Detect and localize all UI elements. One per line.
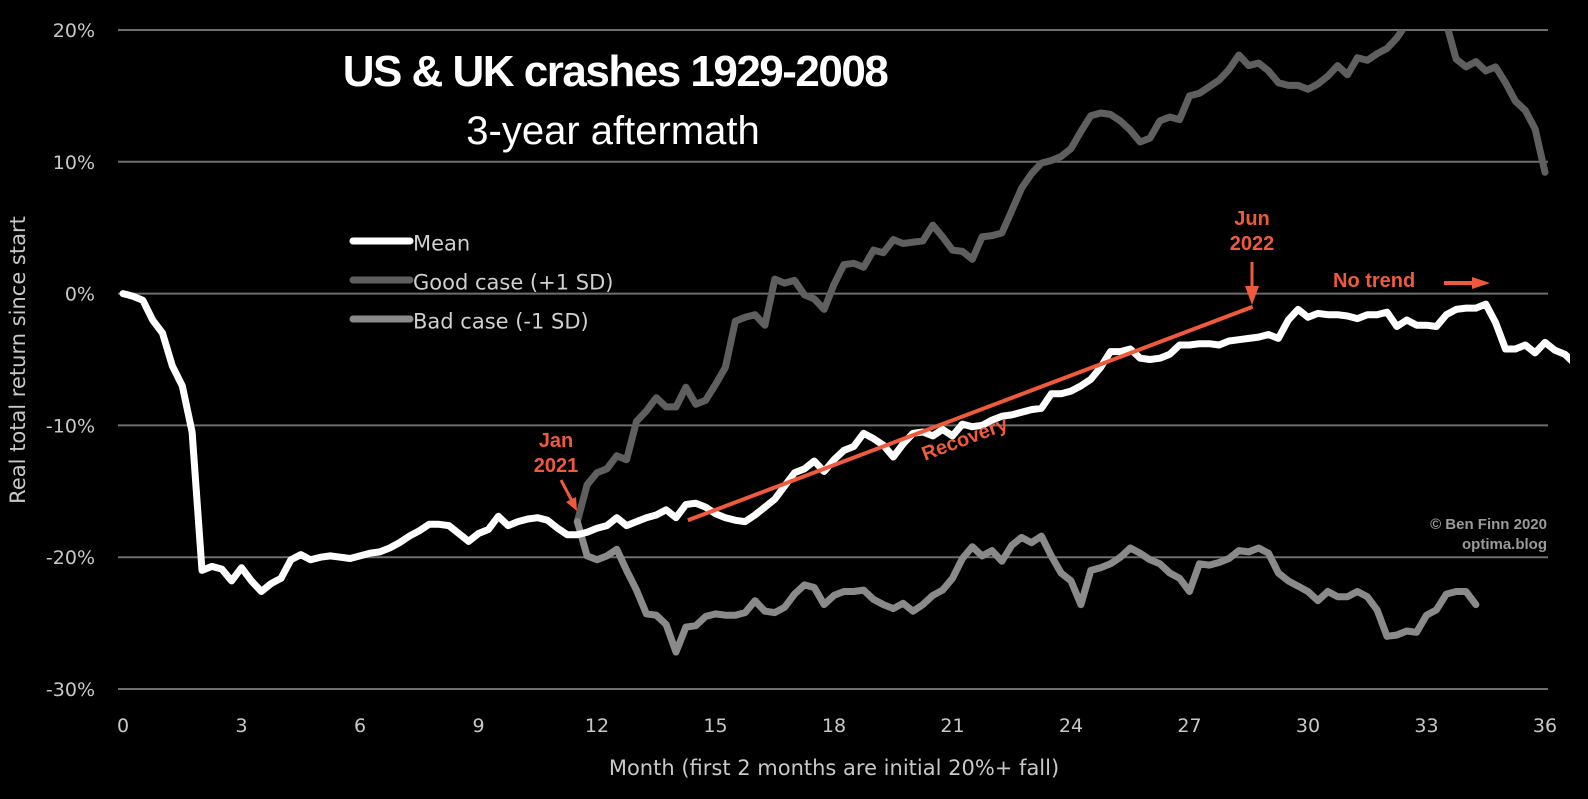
gridlines	[118, 29, 1548, 690]
y-axis-label: Real total return since start	[6, 216, 30, 504]
y-tick-label: 10%	[53, 152, 95, 174]
recovery-trend-line	[687, 304, 1254, 523]
x-tick-label: 30	[1296, 715, 1320, 737]
x-tick-label: 24	[1059, 715, 1083, 737]
no-trend-label: No trend	[1333, 270, 1415, 292]
x-tick-label: 18	[822, 715, 846, 737]
legend-label-mean: Mean	[413, 231, 470, 255]
credit-website: optima.blog	[1462, 536, 1547, 553]
x-tick-label: 9	[472, 715, 484, 737]
x-tick-label: 6	[354, 715, 366, 737]
chart-subtitle: 3-year aftermath	[466, 109, 759, 153]
x-tick-label: 0	[117, 715, 129, 737]
x-tick-label: 27	[1177, 715, 1201, 737]
jan-2021-arrow	[559, 479, 577, 511]
legend-item-bad-case: Bad case (-1 SD)	[349, 309, 589, 333]
legend: Mean Good case (+1 SD) Bad case (-1 SD)	[349, 231, 613, 333]
legend-item-good-case: Good case (+1 SD)	[349, 270, 613, 294]
recovery-label: Recovery	[919, 413, 1012, 466]
x-tick-label: 3	[235, 715, 247, 737]
no-trend-arrow-icon	[1444, 277, 1490, 289]
x-tick-label: 12	[585, 715, 609, 737]
y-tick-label: -30%	[46, 679, 95, 701]
chart-title: US & UK crashes 1929-2008	[343, 47, 889, 96]
x-axis-label: Month (first 2 months are initial 20%+ f…	[609, 756, 1059, 780]
y-tick-label: 20%	[53, 20, 95, 42]
series-line-mean	[119, 290, 1570, 595]
series-line-good-case	[573, 30, 1549, 526]
jun-2022-arrow	[1245, 262, 1259, 305]
x-tick-label: 33	[1414, 715, 1438, 737]
credit-copyright: © Ben Finn 2020	[1430, 516, 1547, 533]
x-tick-label: 15	[703, 715, 727, 737]
y-tick-label: -10%	[46, 415, 95, 437]
legend-label-good-case: Good case (+1 SD)	[413, 270, 613, 294]
x-tick-label: 21	[940, 715, 964, 737]
x-axis-ticks: 0 3 6 9 12 15 18 21 24 27 30 33 36	[117, 715, 1557, 737]
y-axis-ticks: 20% 10% 0% -10% -20% -30%	[46, 20, 95, 701]
jan-2021-label-year: 2021	[534, 455, 579, 477]
jan-2021-label-month: Jan	[539, 430, 573, 452]
series-line-bad-case	[573, 518, 1480, 656]
jun-2022-label-month: Jun	[1234, 208, 1270, 230]
legend-label-bad-case: Bad case (-1 SD)	[413, 309, 589, 333]
legend-item-mean: Mean	[349, 231, 470, 255]
annotations: Recovery Jan 2021 Jun 2022 No trend	[534, 208, 1490, 523]
jun-2022-label-year: 2022	[1230, 233, 1275, 255]
x-tick-label: 36	[1533, 715, 1557, 737]
series-group	[119, 30, 1570, 656]
y-tick-label: 0%	[65, 284, 95, 306]
y-tick-label: -20%	[46, 547, 95, 569]
